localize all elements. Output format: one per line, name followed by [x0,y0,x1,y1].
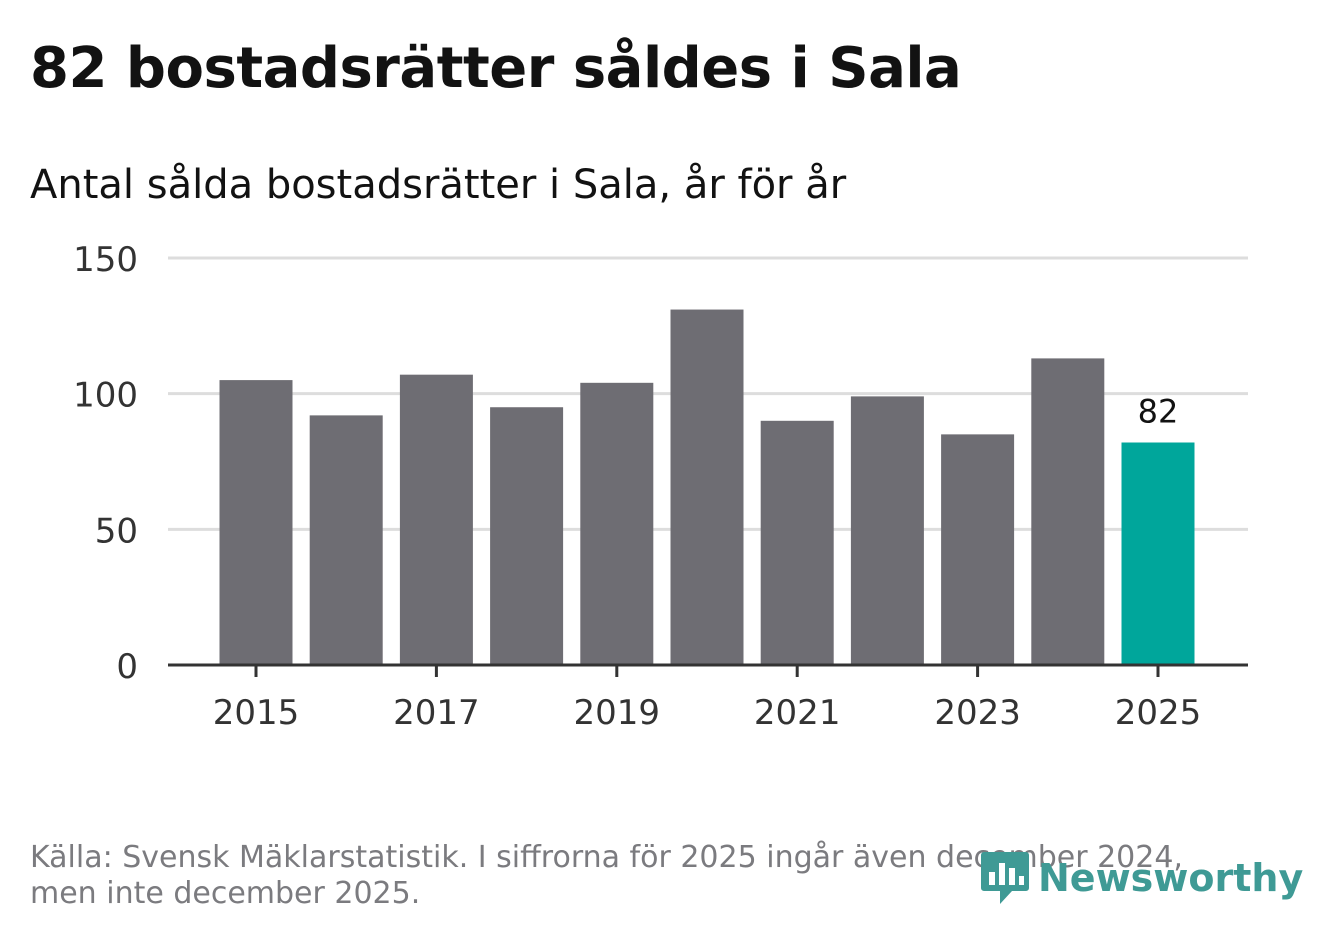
bar-2016 [309,415,383,665]
bar-2017 [399,374,473,665]
x-tick-label: 2023 [934,693,1021,733]
bar-2019 [580,382,654,665]
y-tick-label: 150 [73,240,138,280]
x-tick-label: 2019 [574,693,661,733]
chart-subtitle: Antal sålda bostadsrätter i Sala, år för… [30,162,847,208]
newsworthy-bar-chart-icon [981,852,1029,904]
x-tick-label: 2025 [1115,693,1202,733]
bar-2024 [1031,358,1105,665]
bar-2023 [941,434,1015,665]
bar-2021 [760,420,834,665]
chart-title: 82 bostadsrätter såldes i Sala [30,36,962,101]
bar-2025 [1121,442,1195,665]
bar-2022 [850,396,924,665]
bar-2015 [219,380,293,665]
newsworthy-logo: Newsworthy [980,850,1303,906]
logo-text: Newsworthy [1038,856,1304,900]
x-tick-label: 2015 [213,693,300,733]
y-tick-label: 0 [116,647,138,687]
bar-2020 [670,309,744,665]
y-tick-label: 50 [95,511,138,551]
x-tick-label: 2017 [393,693,480,733]
bar-2018 [490,407,564,665]
data-label: 82 [1138,393,1179,431]
source-line-2: men inte december 2025. [30,876,421,911]
x-tick-label: 2021 [754,693,841,733]
y-tick-label: 100 [73,376,138,416]
